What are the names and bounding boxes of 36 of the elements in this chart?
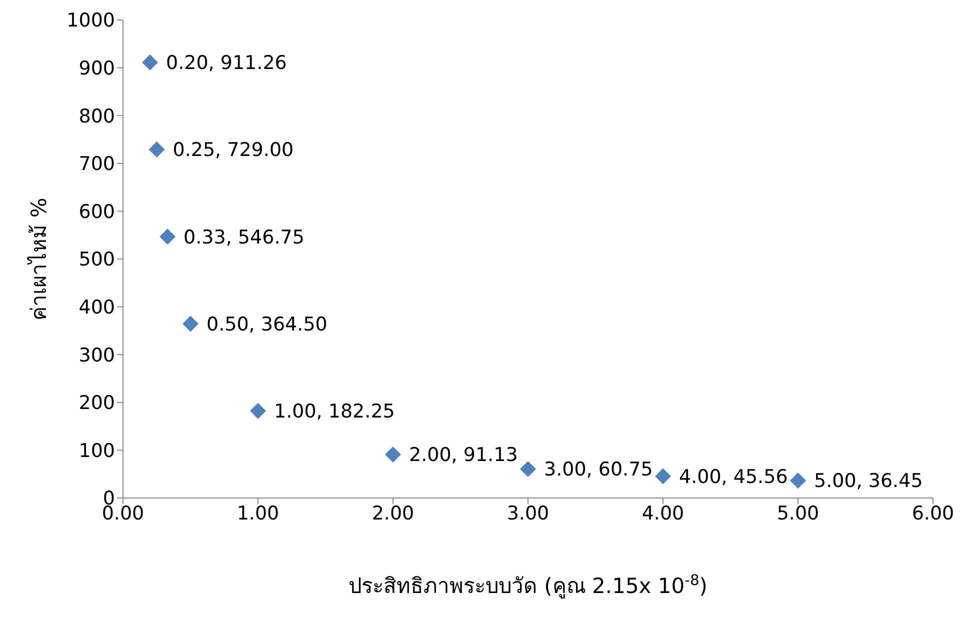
- x-tick-label: 3.00: [506, 502, 550, 524]
- data-label: 0.50, 364.50: [206, 313, 328, 336]
- point: [182, 316, 198, 332]
- data-label: 0.25, 729.00: [172, 139, 294, 162]
- y-tick-label: 100: [78, 440, 115, 462]
- data-label: 5.00, 36.45: [814, 470, 923, 492]
- y-tick-label: 400: [78, 296, 115, 319]
- x-tick-label: 6.00: [912, 502, 954, 524]
- data-label: 4.00, 45.56: [679, 466, 788, 488]
- data-label: 1.00, 182.25: [274, 400, 395, 423]
- y-tick-label: 700: [78, 153, 115, 176]
- point: [250, 402, 266, 419]
- x-tick-label: 4.00: [642, 502, 684, 524]
- y-axis-title: ค่าเผาไหม้ %: [27, 198, 51, 320]
- y-tick-label: 900: [78, 58, 115, 80]
- point: [148, 142, 165, 158]
- y-tick-label: 1000: [66, 10, 115, 32]
- data-label: 0.20, 911.26: [166, 52, 287, 74]
- y-tick-label: 500: [78, 248, 115, 271]
- point: [655, 468, 671, 484]
- x-tick-label: 1.00: [236, 502, 280, 524]
- point: [160, 228, 176, 245]
- x-axis-title: ประสิทธิภาพระบบวัด (คูณ 2.15x 10$^{-8}$): [348, 572, 708, 599]
- data-label: 2.00, 91.13: [409, 444, 518, 466]
- y-tick-label: 300: [78, 344, 115, 366]
- y-tick-label: 200: [78, 392, 115, 414]
- point: [790, 472, 806, 489]
- data-label: 0.33, 546.75: [184, 226, 304, 248]
- x-tick-label: 5.00: [776, 502, 820, 524]
- point: [142, 54, 158, 70]
- point: [520, 460, 536, 477]
- data-label: 3.00, 60.75: [544, 458, 653, 481]
- y-tick-label: 800: [78, 105, 115, 128]
- x-tick-label: 2.00: [372, 502, 414, 524]
- y-tick-label: 600: [78, 200, 115, 223]
- point: [385, 446, 401, 462]
